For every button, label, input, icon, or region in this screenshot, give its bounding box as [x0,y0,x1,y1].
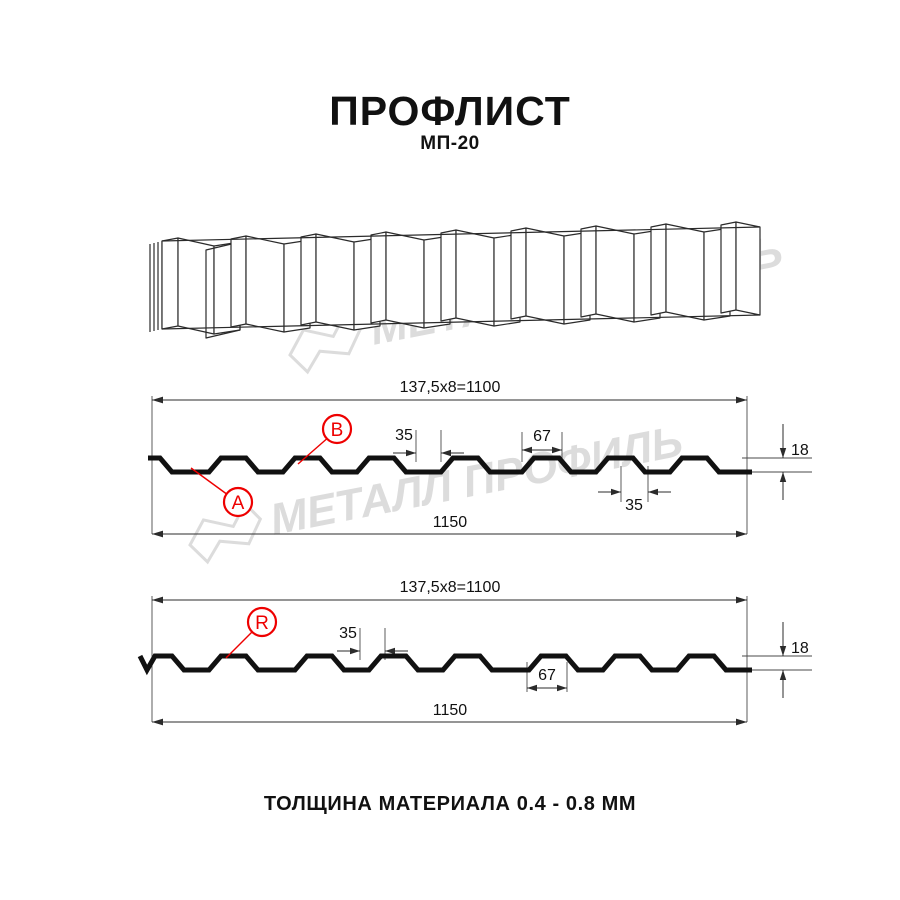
dimension-crest-width: 35 [337,625,408,655]
profile-outline-top [148,455,752,475]
corrugation-units [161,221,761,339]
callout-b-circle [321,413,353,445]
dimension-crest-width-label: 35 [339,625,357,642]
callout-a: A [190,467,254,518]
profile-outline-bottom [137,653,752,676]
dimension-trough-width-label: 67 [538,667,556,684]
dimension-top-span: 137,5x8=1100 [152,379,747,404]
dimension-top-span-label: 137,5x8=1100 [400,379,501,396]
callout-b-label: B [331,420,344,441]
dimension-height: 18 [779,424,809,500]
extension-lines [151,596,812,722]
sheet-bottom-silhouette [161,314,761,330]
dimension-crest-width-label: 35 [395,427,413,444]
dimension-bottom-span-label: 1150 [433,514,468,531]
page-subtitle: МП-20 [420,133,480,154]
callout-r-label: R [255,613,269,634]
dimension-trough-width: 67 [522,428,562,454]
dimension-height-label: 18 [791,640,809,657]
callout-a-label: A [232,493,245,514]
dimension-trough-width-label: 67 [533,428,551,445]
callout-r: R [225,606,278,659]
dimension-top-span-label: 137,5x8=1100 [400,579,501,596]
dimension-bottom-span: 1150 [152,514,747,538]
dimension-bottom-span: 1150 [152,702,747,726]
material-thickness-note: ТОЛЩИНА МАТЕРИАЛА 0.4 - 0.8 ММ [263,793,637,815]
dimension-height-label: 18 [791,442,809,459]
dimension-height: 18 [779,622,809,698]
callout-r-circle [246,606,278,638]
callout-b: B [297,413,353,465]
dimension-crest-width: 35 [393,427,464,457]
page-title: ПРОФЛИСТ [329,88,571,134]
dimension-top-span: 137,5x8=1100 [152,579,747,604]
callout-a-circle [222,486,254,518]
dimension-trough-width: 67 [527,667,567,692]
dimension-lower-pitch-label: 35 [625,497,643,514]
dimension-lower-pitch: 35 [598,488,671,514]
dimension-bottom-span-label: 1150 [433,702,468,719]
sheet-top-silhouette [161,226,761,242]
